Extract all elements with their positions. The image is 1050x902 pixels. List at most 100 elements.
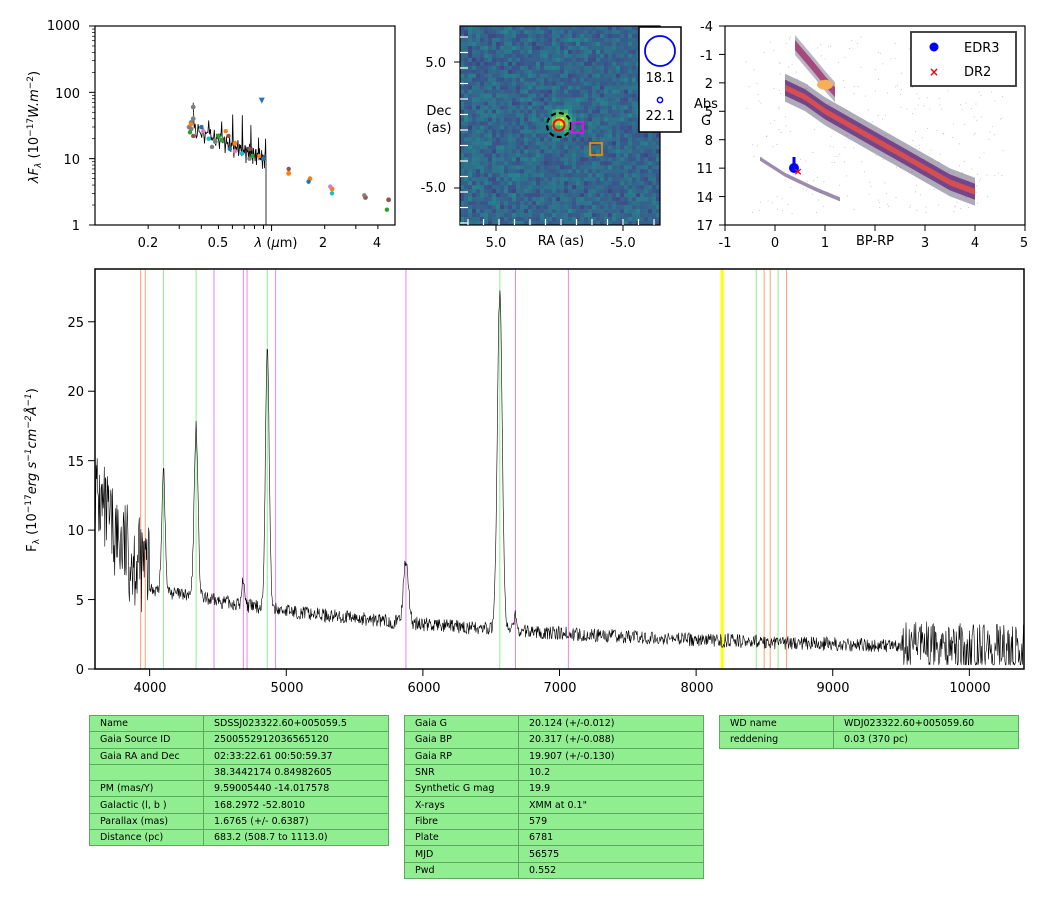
image-pixel — [464, 165, 469, 170]
image-pixel — [636, 133, 641, 138]
image-pixel — [656, 205, 661, 210]
hr-field-star — [927, 128, 929, 130]
image-pixel — [584, 185, 589, 190]
image-pixel — [564, 201, 569, 206]
image-pixel — [516, 105, 521, 110]
image-pixel — [476, 141, 481, 146]
image-pixel — [548, 49, 553, 55]
image-pixel — [496, 45, 501, 51]
hr-field-star — [863, 171, 865, 173]
image-pixel — [636, 85, 641, 90]
image-pixel — [600, 69, 605, 75]
sed-point — [223, 128, 228, 134]
image-pixel — [500, 85, 505, 90]
image-pixel — [540, 26, 545, 31]
image-pixel — [508, 181, 513, 186]
image-pixel — [476, 149, 481, 154]
image-pixel — [472, 117, 477, 122]
image-pixel — [496, 197, 501, 202]
image-pixel — [544, 97, 549, 102]
image-pixel — [624, 189, 629, 194]
image-pixel — [604, 185, 609, 190]
image-pixel — [592, 217, 597, 222]
image-pixel — [560, 53, 565, 59]
image-pixel — [564, 169, 569, 174]
image-pixel — [528, 33, 533, 39]
image-pixel — [508, 29, 513, 35]
image-pixel — [592, 129, 597, 134]
image-pixel — [544, 221, 549, 226]
image-pixel — [580, 149, 585, 154]
image-pixel — [588, 33, 593, 39]
image-pixel — [488, 37, 493, 43]
image-pixel — [484, 201, 489, 206]
image-pixel — [524, 197, 529, 202]
image-pixel — [564, 26, 569, 31]
image-pixel — [548, 69, 553, 75]
image-pixel — [596, 169, 601, 174]
image-pixel — [528, 37, 533, 43]
image-pixel — [604, 145, 609, 150]
table-row: Distance (pc) 683.2 (508.7 to 1113.0) — [89, 829, 389, 847]
image-pixel — [592, 69, 597, 75]
image-pixel — [468, 45, 473, 51]
hr-field-star — [939, 153, 941, 155]
image-pixel — [532, 81, 537, 86]
hr-field-star — [872, 121, 874, 123]
image-pixel — [520, 185, 525, 190]
image-pixel — [600, 189, 605, 194]
image-pixel — [532, 221, 537, 226]
image-pixel — [472, 133, 477, 138]
image-pixel — [564, 69, 569, 75]
hr-field-star — [947, 90, 949, 92]
image-pixel — [596, 117, 601, 122]
image-pixel — [556, 129, 561, 134]
image-pixel — [576, 105, 581, 110]
image-pixel — [508, 125, 513, 130]
image-pixel — [560, 189, 565, 194]
image-pixel — [632, 81, 637, 86]
image-pixel — [496, 26, 501, 31]
hr-ytick: 11 — [696, 162, 713, 177]
image-pixel — [536, 73, 541, 79]
image-pixel — [528, 213, 533, 218]
image-pixel — [492, 197, 497, 202]
image-pixel — [624, 125, 629, 130]
hr-field-star — [776, 195, 778, 197]
image-pixel — [580, 125, 585, 130]
image-pixel — [644, 141, 649, 146]
image-pixel — [480, 113, 485, 118]
image-pixel — [468, 173, 473, 178]
hr-field-star — [837, 61, 839, 63]
hr-field-star — [800, 158, 802, 160]
image-pixel — [492, 105, 497, 110]
image-pixel — [528, 157, 533, 162]
image-pixel — [596, 177, 601, 182]
image-pixel — [504, 197, 509, 202]
image-pixel — [464, 109, 469, 114]
image-pixel — [620, 81, 625, 86]
image-pixel — [556, 205, 561, 210]
image-pixel — [628, 129, 633, 134]
image-pixel — [620, 161, 625, 166]
image-pixel — [548, 77, 553, 83]
image-pixel — [508, 185, 513, 190]
image-pixel — [536, 109, 541, 114]
hr-field-star — [954, 205, 956, 207]
image-pixel — [580, 77, 585, 83]
image-pixel — [604, 53, 609, 59]
image-pixel — [632, 29, 637, 35]
image-pixel — [480, 205, 485, 210]
image-pixel — [532, 205, 537, 210]
image-pixel — [480, 193, 485, 198]
image-pixel — [464, 113, 469, 118]
hr-field-star — [874, 90, 876, 92]
table-row: Gaia Source ID 2500552912036565120 — [89, 731, 389, 749]
image-pixel — [472, 41, 477, 47]
image-pixel — [568, 161, 573, 166]
hr-field-star — [897, 84, 899, 86]
image-pixel — [500, 26, 505, 31]
image-pixel — [520, 26, 525, 31]
image-pixel — [524, 173, 529, 178]
image-pixel — [588, 201, 593, 206]
